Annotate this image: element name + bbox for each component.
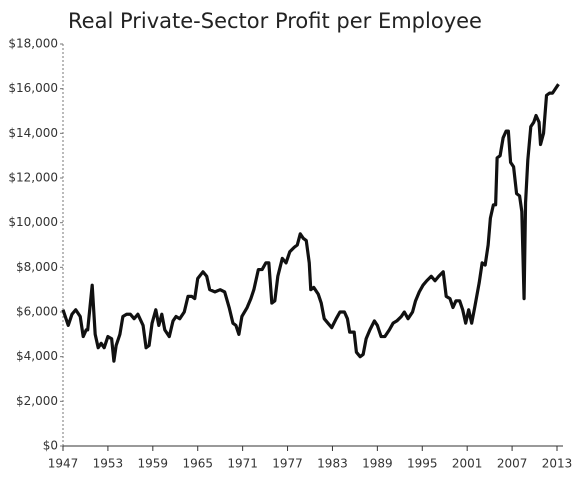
x-tick-label: 2001 — [452, 457, 483, 471]
x-tick-label: 1977 — [272, 457, 303, 471]
x-tick-label: 1971 — [227, 457, 258, 471]
line-series — [61, 83, 560, 363]
x-tick-label: 1989 — [362, 457, 393, 471]
y-tick-label: $16,000 — [8, 81, 58, 95]
x-tick-label: 1983 — [317, 457, 348, 471]
y-tick-label: $4,000 — [16, 349, 58, 363]
x-tick-label: 1965 — [182, 457, 213, 471]
y-tick-label: $12,000 — [8, 171, 58, 185]
y-tick-label: $6,000 — [16, 305, 58, 319]
y-tick-label: $18,000 — [8, 37, 58, 51]
x-tick-label: 1947 — [48, 457, 79, 471]
y-tick-label: $8,000 — [16, 260, 58, 274]
x-tick-label: 2013 — [542, 457, 573, 471]
chart-title: Real Private-Sector Profit per Employee — [68, 9, 482, 33]
y-tick-label: $14,000 — [8, 126, 58, 140]
y-tick-label: $0 — [43, 439, 58, 453]
y-tick-label: $10,000 — [8, 215, 58, 229]
x-tick-label: 1959 — [138, 457, 169, 471]
x-tick-label: 1953 — [93, 457, 124, 471]
x-tick-label: 1995 — [407, 457, 438, 471]
y-tick-label: $2,000 — [16, 394, 58, 408]
x-tick-label: 2007 — [497, 457, 528, 471]
